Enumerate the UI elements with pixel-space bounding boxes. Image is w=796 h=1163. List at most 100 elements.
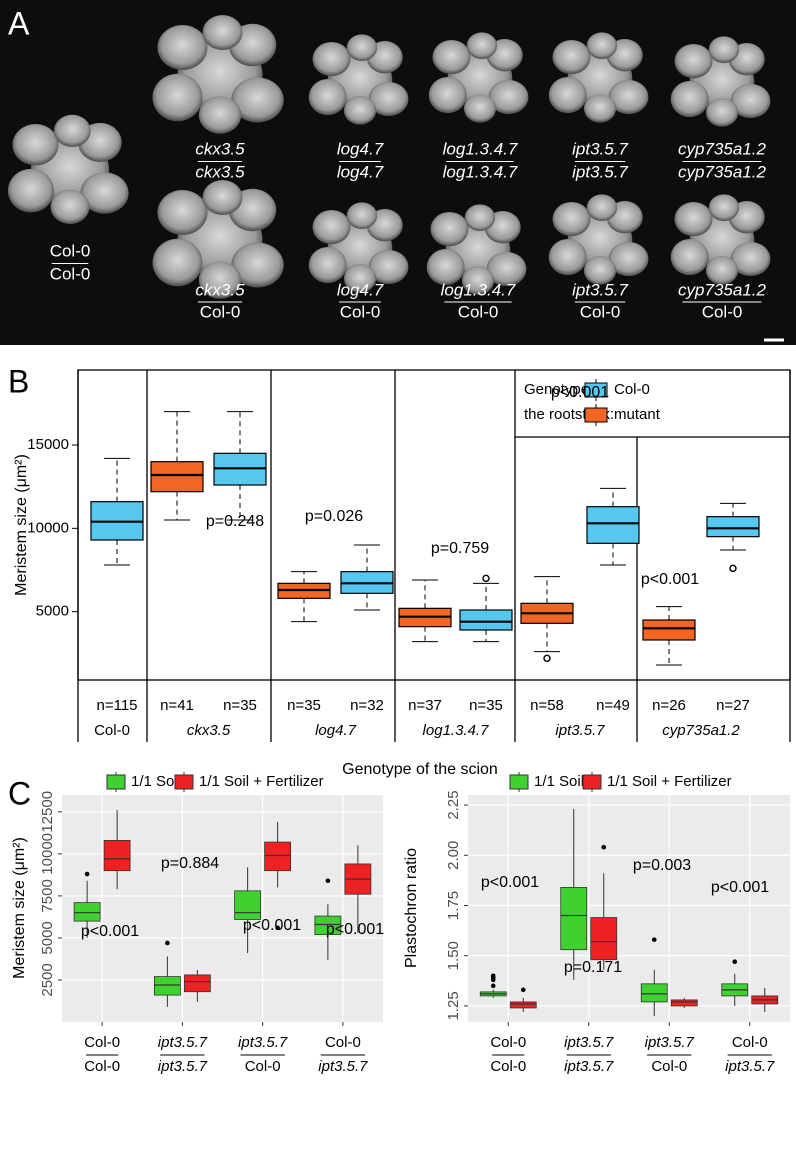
outlier: [729, 564, 737, 573]
box: [234, 890, 262, 920]
meristem-image: [552, 40, 591, 75]
y-tick-label: 1.75: [445, 891, 462, 920]
meristem-image: [730, 83, 771, 119]
meristem-image: [157, 190, 208, 235]
legend-swatch: [584, 407, 608, 423]
rootstock-label: Col-0: [245, 1058, 281, 1075]
box: [73, 902, 101, 922]
meristem-image: [202, 180, 243, 215]
meristem-image: [231, 242, 284, 288]
rootstock-label: cyp735a1.2: [678, 162, 766, 181]
y-axis-title: Meristem size (μm²): [11, 837, 28, 979]
meristem-image: [670, 239, 709, 276]
box: [670, 999, 698, 1007]
meristem-image: [426, 249, 465, 286]
scion-label: Col-0: [325, 1034, 361, 1051]
scion-label: Col-0: [490, 1034, 526, 1051]
meristem-image: [548, 77, 587, 114]
p-value: p=0.248: [206, 513, 264, 530]
meristem-image: [708, 194, 740, 221]
scion-label: ckx3.5: [195, 139, 245, 158]
meristem-image: [586, 194, 618, 221]
scion-label: ipt3.5.7: [572, 280, 628, 299]
meristem-image: [705, 98, 739, 127]
rootstock-label: Col-0: [490, 1058, 526, 1075]
outlier: [165, 940, 170, 946]
y-tick-label: 2.00: [445, 841, 462, 870]
meristem-image: [198, 261, 242, 299]
rootstock-label: ipt3.5.7: [572, 162, 628, 181]
panel-label: B: [8, 363, 29, 399]
box: [706, 516, 760, 538]
y-tick-label: 5000: [39, 921, 56, 954]
legend-label: 1/1 Soil: [131, 773, 181, 790]
outlier: [732, 959, 738, 965]
outlier: [601, 844, 607, 850]
scion-label: cyp735a1.2: [678, 139, 766, 158]
rootstock-label: Col-0: [84, 1058, 120, 1075]
meristem-image: [53, 114, 91, 147]
plot-background: [62, 795, 383, 1022]
box: [560, 887, 588, 951]
p-value: p<0.001: [81, 923, 139, 940]
rootstock-label: Col-0: [651, 1058, 687, 1075]
box: [642, 619, 696, 641]
meristem-image: [80, 172, 129, 214]
meristem-image: [432, 40, 471, 75]
meristem-image: [12, 124, 59, 166]
p-value: p<0.001: [481, 874, 539, 891]
box: [103, 840, 131, 872]
sample-size: n=32: [350, 697, 384, 714]
box: [264, 841, 292, 872]
x-axis-title: Genotype of the scion: [342, 761, 498, 778]
y-tick-label: 12500: [39, 791, 56, 833]
rootstock-label: ckx3.5: [195, 162, 245, 181]
outlier: [490, 973, 496, 979]
meristem-image: [368, 249, 409, 285]
scion-label: Col-0: [50, 241, 91, 260]
rootstock-label: log4.7: [337, 162, 384, 181]
p-value: p=0.759: [431, 540, 489, 557]
scion-label: ipt3.5.7: [238, 1034, 288, 1051]
group-label: ipt3.5.7: [555, 722, 605, 739]
scion-label: ipt3.5.7: [158, 1034, 208, 1051]
legend-swatch: [584, 382, 608, 398]
group-label: log4.7: [315, 722, 357, 739]
meristem-image: [368, 81, 409, 117]
box: [314, 915, 342, 935]
meristem-image: [583, 94, 617, 123]
meristem-image: [552, 202, 591, 237]
meristem-image: [708, 36, 740, 63]
meristem-image: [308, 79, 347, 116]
p-value: p<0.001: [243, 917, 301, 934]
scion-label: cyp735a1.2: [678, 280, 766, 299]
meristem-image: [202, 15, 243, 50]
meristem-image: [461, 266, 495, 295]
outlier: [325, 878, 331, 884]
rootstock-label: ipt3.5.7: [318, 1058, 368, 1075]
scion-label: log1.3.4.7: [441, 280, 516, 299]
scion-label: log1.3.4.7: [443, 139, 518, 158]
meristem-image: [430, 212, 469, 247]
legend-swatch: [174, 774, 194, 790]
legend-swatch: [582, 774, 602, 790]
meristem-image: [674, 202, 713, 237]
meristem-image: [312, 210, 351, 245]
meristem-image: [705, 256, 739, 285]
meristem-image: [308, 247, 347, 284]
p-value: p<0.001: [711, 879, 769, 896]
y-tick-label: 1.50: [445, 941, 462, 970]
legend-label: 1/1 Soil + Fertilizer: [607, 773, 732, 790]
rootstock-label: Col-0: [50, 264, 91, 283]
meristem-image: [343, 264, 377, 293]
scion-label: ipt3.5.7: [564, 1034, 614, 1051]
panel-label: A: [8, 5, 30, 41]
scion-label: ipt3.5.7: [645, 1034, 695, 1051]
p-value: p=0.171: [564, 959, 622, 976]
legend-label: 1/1 Soil: [534, 773, 584, 790]
outlier: [275, 925, 280, 931]
box: [150, 461, 204, 493]
meristem-image: [608, 79, 649, 115]
legend-label: mutant: [614, 406, 661, 423]
rootstock-label: Col-0: [200, 302, 241, 321]
